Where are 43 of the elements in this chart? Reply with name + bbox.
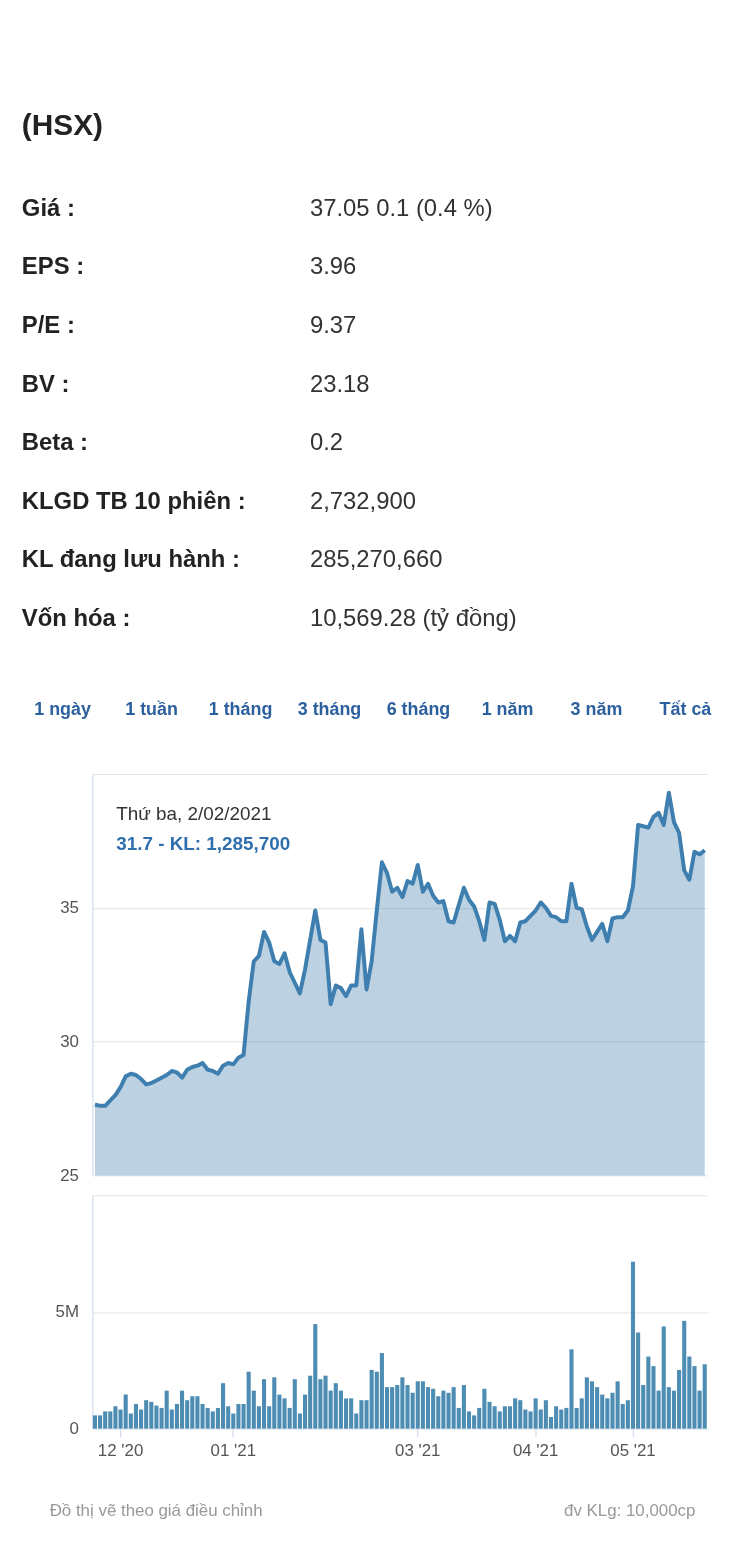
text: KL đang lưu hành : (21, 545, 240, 573)
category-label: 6 tháng (386, 699, 451, 720)
text: 3.96 (309, 252, 357, 280)
y-tick-label: 0 (69, 1419, 79, 1439)
x-tick-label: 03 '21 (395, 1441, 441, 1461)
category-label: 3 năm (570, 699, 623, 720)
x-tick-label: 12 '20 (97, 1441, 144, 1461)
category-label: 1 tháng (208, 699, 273, 720)
text: 37.05 0.1 (0.4 %) (309, 193, 493, 221)
x-tick-label: 01 '21 (210, 1441, 257, 1461)
category-label: 1 năm (481, 699, 534, 720)
text: 285,270,660 (309, 545, 443, 573)
bar (702, 1364, 707, 1429)
text: 0.2 (309, 428, 344, 456)
text: Vốn hóa : (21, 604, 131, 632)
text: (HSX) (21, 108, 103, 142)
y-tick-label: 30 (60, 1032, 79, 1052)
x-tick-label: 04 '21 (512, 1441, 559, 1461)
annotation: 31.7 - KL: 1,285,700 (116, 832, 291, 854)
text: 10,569.28 (tỷ đồng) (309, 604, 517, 632)
y-tick-label: 5M (55, 1302, 79, 1322)
bar (589, 1381, 595, 1429)
bar (261, 1379, 267, 1429)
text: 23.18 (309, 369, 370, 397)
y-tick-label: 25 (60, 1165, 79, 1185)
text: BV : (21, 369, 70, 397)
annotation: Thứ ba, 2/02/2021 (116, 802, 272, 824)
text: KLGD TB 10 phiên : (21, 486, 246, 514)
text: EPS : (21, 252, 85, 280)
x-tick-label: 05 '21 (610, 1441, 656, 1461)
text: Beta : (21, 428, 89, 456)
text: đv KLg: 10,000cp (564, 1501, 696, 1521)
text: 2,732,900 (309, 486, 416, 514)
category-label: 3 tháng (297, 699, 362, 720)
category-label: 1 tuần (125, 699, 178, 720)
text: 9.37 (309, 310, 357, 338)
category-label: 1 ngày (34, 699, 91, 720)
text: Đồ thị vẽ theo giá điều chỉnh (49, 1501, 263, 1521)
category-label: Tất cả (659, 699, 713, 720)
y-tick-label: 35 (60, 898, 79, 918)
text: P/E : (21, 310, 75, 338)
bar (630, 1261, 636, 1429)
text: Giá : (21, 193, 75, 221)
